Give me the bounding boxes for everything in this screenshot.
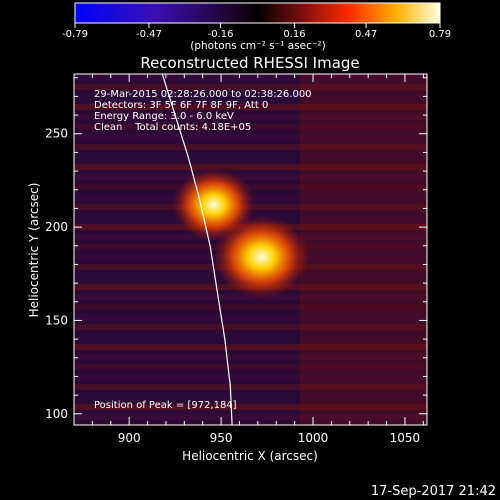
colorbar-ticks: -0.79 -0.47 -0.16 0.16 0.47 0.79 [62,23,451,40]
colorbar-unit-label: (photons cm⁻² s⁻¹ asec⁻²) [190,40,325,52]
background-stripe [74,84,427,90]
background-stripe [74,354,427,360]
flare-sources [172,168,310,299]
plot-frame [73,73,428,426]
x-tick-label: 900 [118,431,141,445]
solar-limb-curve [161,74,233,425]
y-tick-label: 150 [45,313,68,327]
colorbar-tick-label: 0.47 [355,29,377,40]
background-stripe [74,314,427,320]
annotation-time-range: 29-Mar-2015 02:28:26.000 to 02:38:26.000 [94,89,312,100]
colorbar-tick-label: -0.79 [62,29,88,40]
background-stripe [74,414,427,420]
colorbar [74,2,441,24]
background-stripe [74,144,427,150]
y-axis-label: Heliocentric Y (arcsec) [27,183,41,318]
y-tick-label: 100 [45,407,68,421]
chart-title: Reconstructed RHESSI Image [140,54,359,72]
x-tick-label: 1050 [390,431,421,445]
x-tick-label: 1000 [298,431,329,445]
colorbar-tick-label: -0.47 [136,29,162,40]
background-stripe [74,134,427,140]
background-stripe [74,74,427,80]
background-stripe [74,374,427,380]
axis-ticks: 900 950 1000 1050 100 150 200 250 [45,74,427,445]
annotation-clean-counts: Clean Total counts: 4.18E+05 [94,122,251,133]
x-axis-label: Heliocentric X (arcsec) [182,449,318,463]
background-stripe [74,114,427,120]
background-stripe [74,334,427,340]
background-stripe [74,364,427,370]
colorbar-tick-label: 0.16 [283,29,305,40]
background-stripe [74,94,427,100]
peak-position-label: Position of Peak = [972,184] [94,400,237,411]
background-glow [300,74,427,425]
background-stripe [74,404,427,410]
background-stripe [74,164,427,170]
annotation-energy-range: Energy Range: 3.0 - 6.0 keV [94,111,234,122]
background-stripe [74,154,427,160]
colorbar-tick-label: 0.79 [429,29,451,40]
colorbar-tick-label: -0.16 [208,29,234,40]
flare-source [213,215,310,299]
background-stripe [74,344,427,350]
background-stripe [74,184,427,190]
background-stripe [74,124,427,130]
y-tick-label: 250 [45,127,68,141]
annotation-detectors: Detectors: 3F 5F 6F 7F 8F 9F, Att 0 [94,100,268,111]
y-tick-label: 200 [45,220,68,234]
timestamp: 17-Sep-2017 21:42 [371,484,496,499]
background-stripe [74,304,427,310]
background-stripe [74,384,427,390]
x-tick-label: 950 [210,431,233,445]
background-stripe [74,174,427,180]
background-stripe [74,394,427,400]
background-stripe [74,324,427,330]
background-stripe [74,104,427,110]
